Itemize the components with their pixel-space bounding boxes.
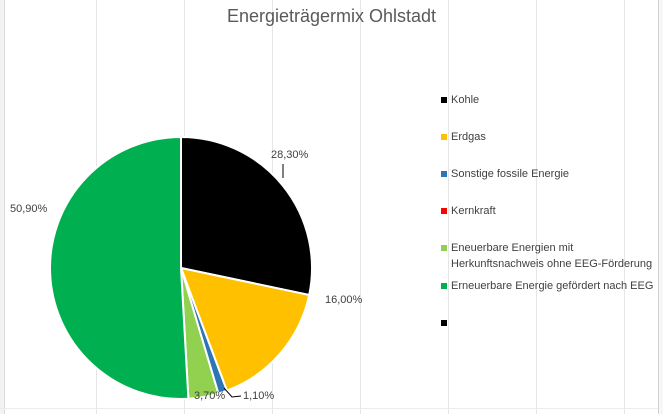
column-gridline: [448, 0, 449, 414]
legend-swatch: [441, 171, 447, 177]
leader-line-3: [223, 387, 242, 398]
legend-label-line: Kernkraft: [451, 205, 496, 217]
legend-label-line: Eneuerbare Energien mit: [451, 242, 574, 254]
legend-swatch: [441, 97, 447, 103]
legend-swatch: [441, 208, 447, 214]
row-header-strip: [0, 0, 5, 414]
data-label-3: 1,10%: [243, 390, 274, 402]
row-gridline: [0, 408, 663, 409]
legend-label: Erdgas: [451, 129, 486, 145]
legend-label-line: Sonstige fossile Energie: [451, 168, 570, 180]
legend-label-line: Kohle: [451, 94, 480, 106]
legend-label: Erneuerbare Energie gefördert nach EEG: [451, 278, 653, 294]
data-label-1: 28,30%: [271, 149, 309, 161]
column-gridline: [624, 0, 625, 414]
legend-label-line: Erneuerbare Energie gefördert nach EEG: [451, 280, 654, 292]
data-label-2: 16,00%: [325, 294, 363, 306]
legend-label-line: Erdgas: [451, 131, 486, 143]
legend-swatch: [441, 320, 447, 326]
column-gridline: [536, 0, 537, 414]
legend-label: Sonstige fossile Energie: [451, 166, 569, 182]
chart-title: Energieträgermix Ohlstadt: [226, 6, 437, 26]
legend-swatch: [441, 134, 447, 140]
legend-label: Kernkraft: [451, 203, 496, 219]
pie-slice-6: [49, 135, 190, 400]
legend-label: Eneuerbare Energien mit Herkunftsnachweis…: [451, 240, 652, 272]
legend-swatch: [441, 283, 447, 289]
legend-label-line: Herkunftsnachweis ohne EEG-Förderung: [451, 258, 653, 270]
data-label-5: 3,70%: [194, 390, 225, 402]
pie-slice-1: [180, 135, 313, 297]
legend-swatch: [441, 245, 447, 251]
scrollbar-strip[interactable]: [658, 0, 663, 414]
legend-label: Kohle: [451, 92, 479, 108]
pie-slice-2: [179, 266, 311, 392]
column-gridline: [360, 0, 361, 414]
data-label-6: 50,90%: [10, 203, 48, 215]
